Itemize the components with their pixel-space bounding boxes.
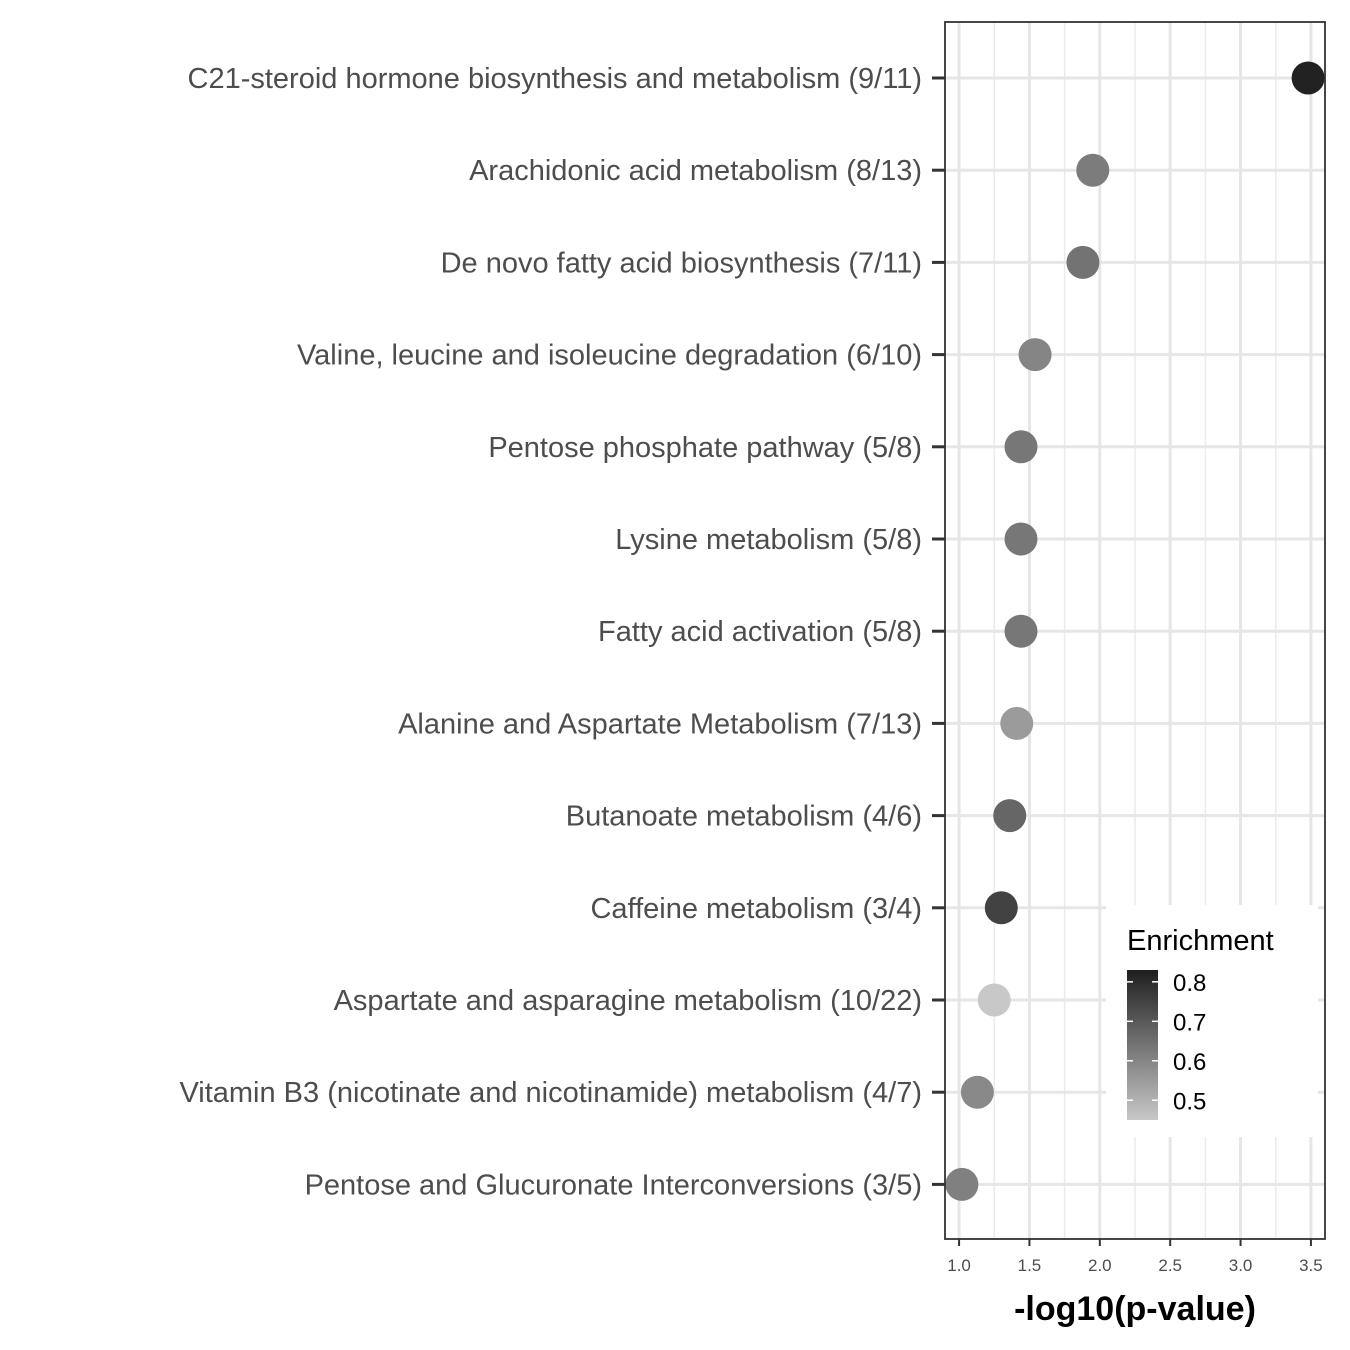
y-axis-category-label: Vitamin B3 (nicotinate and nicotinamide)… — [179, 1077, 922, 1109]
y-axis-category-label: Valine, leucine and isoleucine degradati… — [297, 340, 922, 372]
legend-tick-label: 0.7 — [1173, 1009, 1206, 1036]
data-point — [1066, 245, 1100, 279]
legend-colorbar — [1127, 970, 1158, 1120]
x-axis-title: -log10(p-value) — [1014, 1290, 1256, 1328]
y-axis-category-label: Alanine and Aspartate Metabolism (7/13) — [398, 708, 922, 740]
y-axis-category-label: Aspartate and asparagine metabolism (10/… — [334, 985, 922, 1017]
legend-tick-label: 0.5 — [1173, 1088, 1206, 1115]
data-point — [1076, 153, 1110, 187]
y-axis-category-label: Lysine metabolism (5/8) — [615, 524, 922, 556]
x-axis-tick-label: 1.5 — [1018, 1256, 1042, 1275]
data-point — [977, 983, 1011, 1017]
x-axis-tick-label: 3.0 — [1229, 1256, 1253, 1275]
axes: 1.0 1.5 2.0 2.5 3.0 3.5 C21-steroid hormone bi… — [179, 63, 1322, 1275]
data-point — [984, 891, 1018, 925]
y-axis-category-label: De novo fatty acid biosynthesis (7/11) — [441, 247, 922, 279]
x-axis-tick-label: 1.0 — [947, 1256, 971, 1275]
y-axis-category-label: Fatty acid activation (5/8) — [598, 616, 922, 648]
legend-tick-label: 0.6 — [1173, 1049, 1206, 1076]
x-axis-tick-label: 2.5 — [1158, 1256, 1182, 1275]
legend-ticks: 0.8 0.7 0.6 0.5 — [1127, 970, 1206, 1115]
data-points — [945, 61, 1325, 1201]
data-point — [1004, 522, 1038, 556]
legend-title: Enrichment — [1127, 925, 1274, 957]
legend-tick-label: 0.8 — [1173, 970, 1206, 997]
legend: Enrichment 0.8 0.7 0.6 0.5 — [1106, 905, 1318, 1137]
data-point — [1018, 338, 1052, 372]
data-point — [1291, 61, 1325, 95]
y-axis-category-label: Pentose and Glucuronate Interconversions… — [305, 1169, 922, 1201]
x-axis-tick-label: 3.5 — [1299, 1256, 1323, 1275]
data-point — [960, 1075, 994, 1109]
data-point — [945, 1167, 979, 1201]
y-axis-category-label: Arachidonic acid metabolism (8/13) — [469, 155, 922, 187]
y-axis-category-label: Pentose phosphate pathway (5/8) — [488, 432, 922, 464]
y-axis-category-label: Caffeine metabolism (3/4) — [590, 893, 922, 925]
y-axis-category-label: Butanoate metabolism (4/6) — [566, 801, 922, 833]
data-point — [1000, 706, 1034, 740]
x-axis-tick-label: 2.0 — [1088, 1256, 1112, 1275]
y-axis-category-label: C21-steroid hormone biosynthesis and met… — [188, 63, 923, 95]
data-point — [993, 799, 1027, 833]
data-point — [1004, 614, 1038, 648]
data-point — [1004, 430, 1038, 464]
